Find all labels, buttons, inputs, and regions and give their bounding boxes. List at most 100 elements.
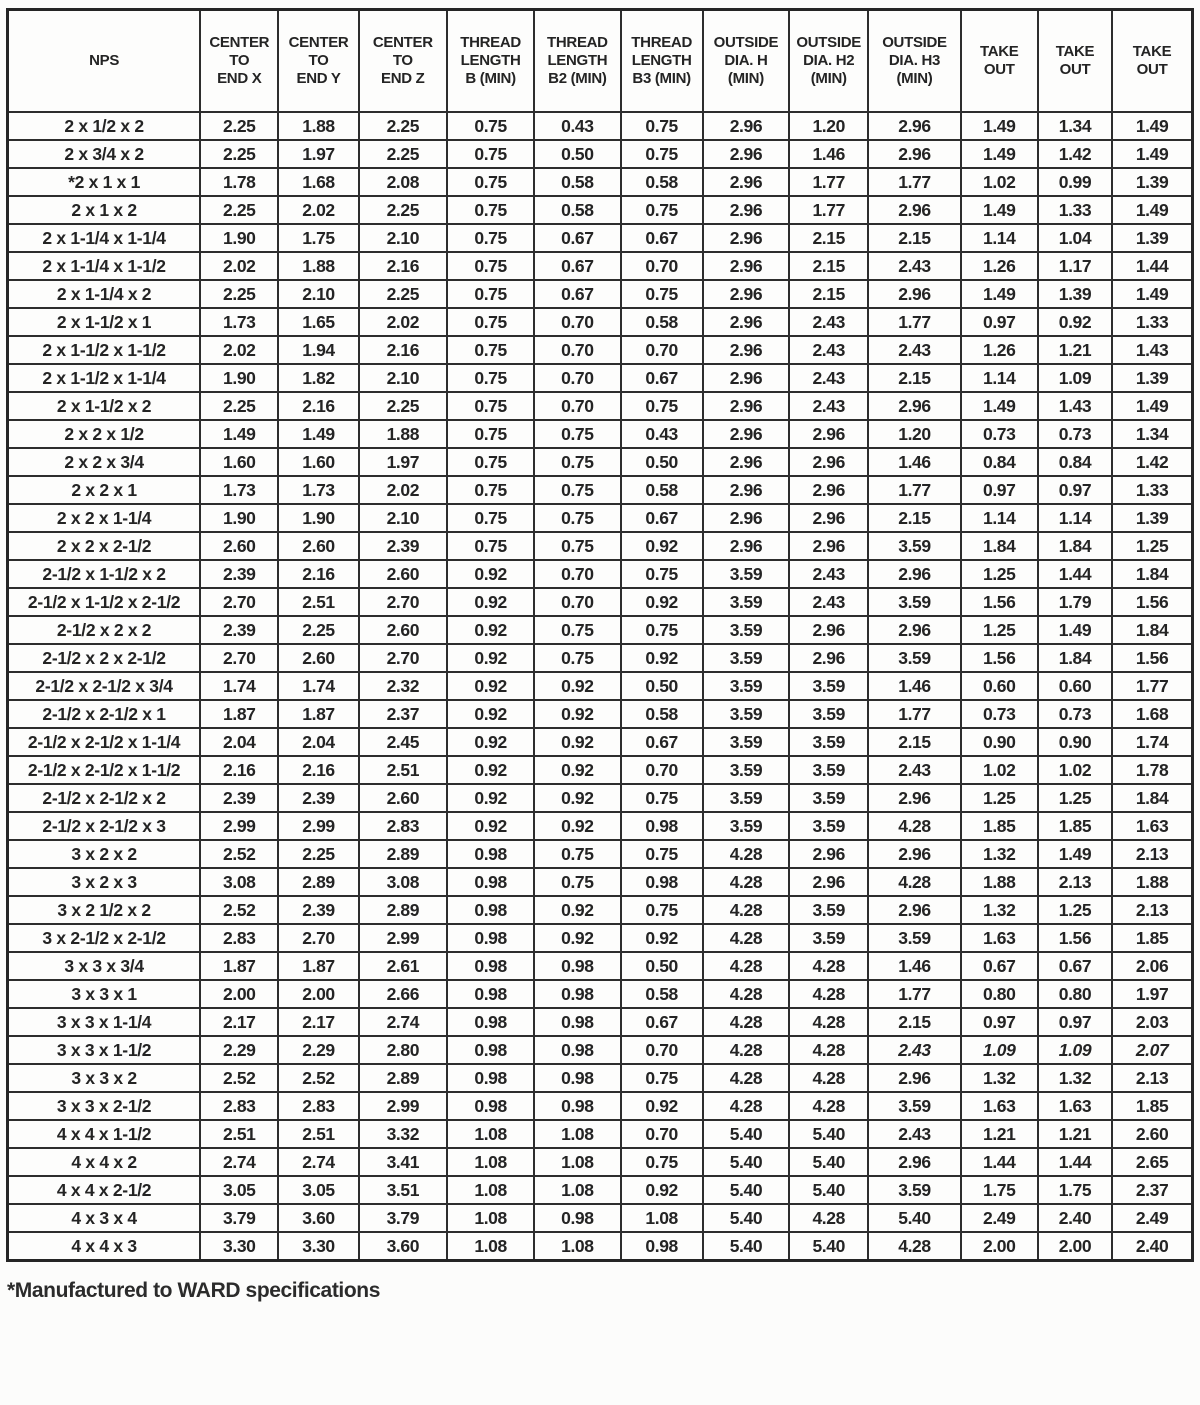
value-cell-thread-length-b3: 0.50 xyxy=(619,671,704,701)
value-cell-take-out-2: 1.63 xyxy=(1036,1091,1114,1121)
value-cell-thread-length-b2: 0.92 xyxy=(533,895,622,925)
value-cell-take-out-1: 1.49 xyxy=(959,391,1039,421)
value-cell-center-to-end-x: 3.05 xyxy=(199,1175,280,1205)
value-cell-take-out-2: 1.21 xyxy=(1036,335,1114,365)
value-cell-outside-dia-h3: 3.59 xyxy=(867,587,962,617)
value-cell-center-to-end-x: 2.39 xyxy=(199,783,280,813)
value-cell-outside-dia-h: 4.28 xyxy=(701,1063,791,1093)
value-cell-outside-dia-h: 3.59 xyxy=(701,811,791,841)
value-cell-center-to-end-z: 3.41 xyxy=(357,1147,448,1177)
value-cell-outside-dia-h: 5.40 xyxy=(701,1147,791,1177)
value-cell-center-to-end-y: 1.82 xyxy=(277,363,360,393)
value-cell-center-to-end-y: 2.74 xyxy=(277,1147,360,1177)
value-cell-take-out-3: 1.39 xyxy=(1111,223,1194,253)
table-row: 3 x 2 1/2 x 2 2.52 2.39 2.89 0.98 0.92 0.75 4.2… xyxy=(6,895,1194,925)
value-cell-outside-dia-h2: 3.59 xyxy=(788,727,870,757)
value-cell-outside-dia-h2: 3.59 xyxy=(788,783,870,813)
value-cell-take-out-3: 2.60 xyxy=(1111,1119,1194,1149)
value-cell-thread-length-b2: 0.67 xyxy=(533,251,622,281)
value-cell-center-to-end-z: 2.10 xyxy=(357,223,448,253)
value-cell-thread-length-b3: 0.75 xyxy=(619,139,704,169)
value-cell-outside-dia-h2: 2.15 xyxy=(788,279,870,309)
nps-cell: 3 x 3 x 2-1/2 xyxy=(6,1091,202,1121)
value-cell-center-to-end-y: 1.74 xyxy=(277,671,360,701)
column-header-outside-dia-h3: OUTSIDE DIA. H3 (MIN) xyxy=(867,8,962,113)
table-row: 3 x 3 x 1 2.00 2.00 2.66 0.98 0.98 0.58 4.28 4.2… xyxy=(6,979,1194,1009)
value-cell-outside-dia-h2: 2.96 xyxy=(788,419,870,449)
value-cell-take-out-2: 1.56 xyxy=(1036,923,1114,953)
value-cell-take-out-1: 1.85 xyxy=(959,811,1039,841)
value-cell-take-out-3: 1.56 xyxy=(1111,643,1194,673)
value-cell-center-to-end-x: 3.79 xyxy=(199,1203,280,1233)
value-cell-take-out-1: 1.14 xyxy=(959,363,1039,393)
nps-cell: 2 x 2 x 1-1/4 xyxy=(6,503,202,533)
value-cell-outside-dia-h3: 4.28 xyxy=(867,1231,962,1262)
value-cell-take-out-1: 0.90 xyxy=(959,727,1039,757)
value-cell-outside-dia-h: 4.28 xyxy=(701,1091,791,1121)
value-cell-outside-dia-h2: 2.15 xyxy=(788,251,870,281)
value-cell-take-out-2: 0.84 xyxy=(1036,447,1114,477)
value-cell-outside-dia-h2: 5.40 xyxy=(788,1119,870,1149)
value-cell-outside-dia-h2: 4.28 xyxy=(788,1035,870,1065)
nps-cell: 3 x 2 x 2 xyxy=(6,839,202,869)
value-cell-thread-length-b: 0.92 xyxy=(445,783,536,813)
value-cell-thread-length-b3: 0.67 xyxy=(619,1007,704,1037)
value-cell-center-to-end-y: 2.70 xyxy=(277,923,360,953)
nps-cell: 3 x 2-1/2 x 2-1/2 xyxy=(6,923,202,953)
value-cell-outside-dia-h3: 1.77 xyxy=(867,167,962,197)
value-cell-outside-dia-h: 2.96 xyxy=(701,167,791,197)
value-cell-thread-length-b3: 0.92 xyxy=(619,531,704,561)
value-cell-thread-length-b2: 0.92 xyxy=(533,755,622,785)
value-cell-center-to-end-x: 2.83 xyxy=(199,1091,280,1121)
value-cell-take-out-2: 0.90 xyxy=(1036,727,1114,757)
value-cell-take-out-2: 1.04 xyxy=(1036,223,1114,253)
value-cell-center-to-end-x: 1.87 xyxy=(199,951,280,981)
value-cell-center-to-end-y: 2.29 xyxy=(277,1035,360,1065)
table-row: 2-1/2 x 2-1/2 x 2 2.39 2.39 2.60 0.92 0.92 0.7… xyxy=(6,783,1194,813)
value-cell-outside-dia-h3: 2.96 xyxy=(867,279,962,309)
value-cell-thread-length-b2: 0.92 xyxy=(533,727,622,757)
value-cell-thread-length-b3: 0.70 xyxy=(619,755,704,785)
value-cell-thread-length-b3: 0.75 xyxy=(619,783,704,813)
value-cell-take-out-2: 1.39 xyxy=(1036,279,1114,309)
value-cell-outside-dia-h3: 1.77 xyxy=(867,979,962,1009)
value-cell-center-to-end-y: 2.02 xyxy=(277,195,360,225)
value-cell-center-to-end-y: 2.99 xyxy=(277,811,360,841)
value-cell-thread-length-b2: 0.92 xyxy=(533,699,622,729)
value-cell-outside-dia-h2: 2.43 xyxy=(788,363,870,393)
value-cell-outside-dia-h2: 3.59 xyxy=(788,895,870,925)
value-cell-take-out-3: 1.34 xyxy=(1111,419,1194,449)
nps-cell: 2 x 1-1/2 x 1 xyxy=(6,307,202,337)
value-cell-center-to-end-z: 2.99 xyxy=(357,923,448,953)
value-cell-center-to-end-z: 3.51 xyxy=(357,1175,448,1205)
value-cell-center-to-end-z: 2.08 xyxy=(357,167,448,197)
table-row: 2-1/2 x 2-1/2 x 1 1.87 1.87 2.37 0.92 0.92 0.5… xyxy=(6,699,1194,729)
table-row: 3 x 3 x 2 2.52 2.52 2.89 0.98 0.98 0.75 4.28 4.2… xyxy=(6,1063,1194,1093)
value-cell-take-out-3: 1.78 xyxy=(1111,755,1194,785)
value-cell-take-out-3: 1.88 xyxy=(1111,867,1194,897)
value-cell-center-to-end-y: 2.00 xyxy=(277,979,360,1009)
value-cell-take-out-1: 0.84 xyxy=(959,447,1039,477)
column-header-thread-length-b2: THREAD LENGTH B2 (MIN) xyxy=(533,8,622,113)
value-cell-center-to-end-z: 3.32 xyxy=(357,1119,448,1149)
value-cell-center-to-end-x: 2.29 xyxy=(199,1035,280,1065)
value-cell-outside-dia-h3: 5.40 xyxy=(867,1203,962,1233)
value-cell-center-to-end-z: 1.88 xyxy=(357,419,448,449)
value-cell-outside-dia-h3: 4.28 xyxy=(867,867,962,897)
value-cell-outside-dia-h2: 2.96 xyxy=(788,475,870,505)
value-cell-outside-dia-h: 5.40 xyxy=(701,1175,791,1205)
value-cell-thread-length-b3: 0.67 xyxy=(619,363,704,393)
value-cell-outside-dia-h: 4.28 xyxy=(701,979,791,1009)
value-cell-thread-length-b: 1.08 xyxy=(445,1119,536,1149)
value-cell-thread-length-b2: 0.70 xyxy=(533,391,622,421)
table-row: 2 x 2 x 1 1.73 1.73 2.02 0.75 0.75 0.58 2.96 2.9… xyxy=(6,475,1194,505)
value-cell-outside-dia-h2: 2.43 xyxy=(788,391,870,421)
value-cell-take-out-1: 0.80 xyxy=(959,979,1039,1009)
table-row: 2 x 2 x 2-1/2 2.60 2.60 2.39 0.75 0.75 0.92 2.9… xyxy=(6,531,1194,561)
table-row: 4 x 4 x 1-1/2 2.51 2.51 3.32 1.08 1.08 0.70 5.4… xyxy=(6,1119,1194,1149)
value-cell-outside-dia-h2: 2.96 xyxy=(788,503,870,533)
value-cell-thread-length-b: 0.98 xyxy=(445,979,536,1009)
value-cell-thread-length-b2: 0.98 xyxy=(533,979,622,1009)
nps-cell: *2 x 1 x 1 xyxy=(6,167,202,197)
value-cell-outside-dia-h3: 3.59 xyxy=(867,643,962,673)
